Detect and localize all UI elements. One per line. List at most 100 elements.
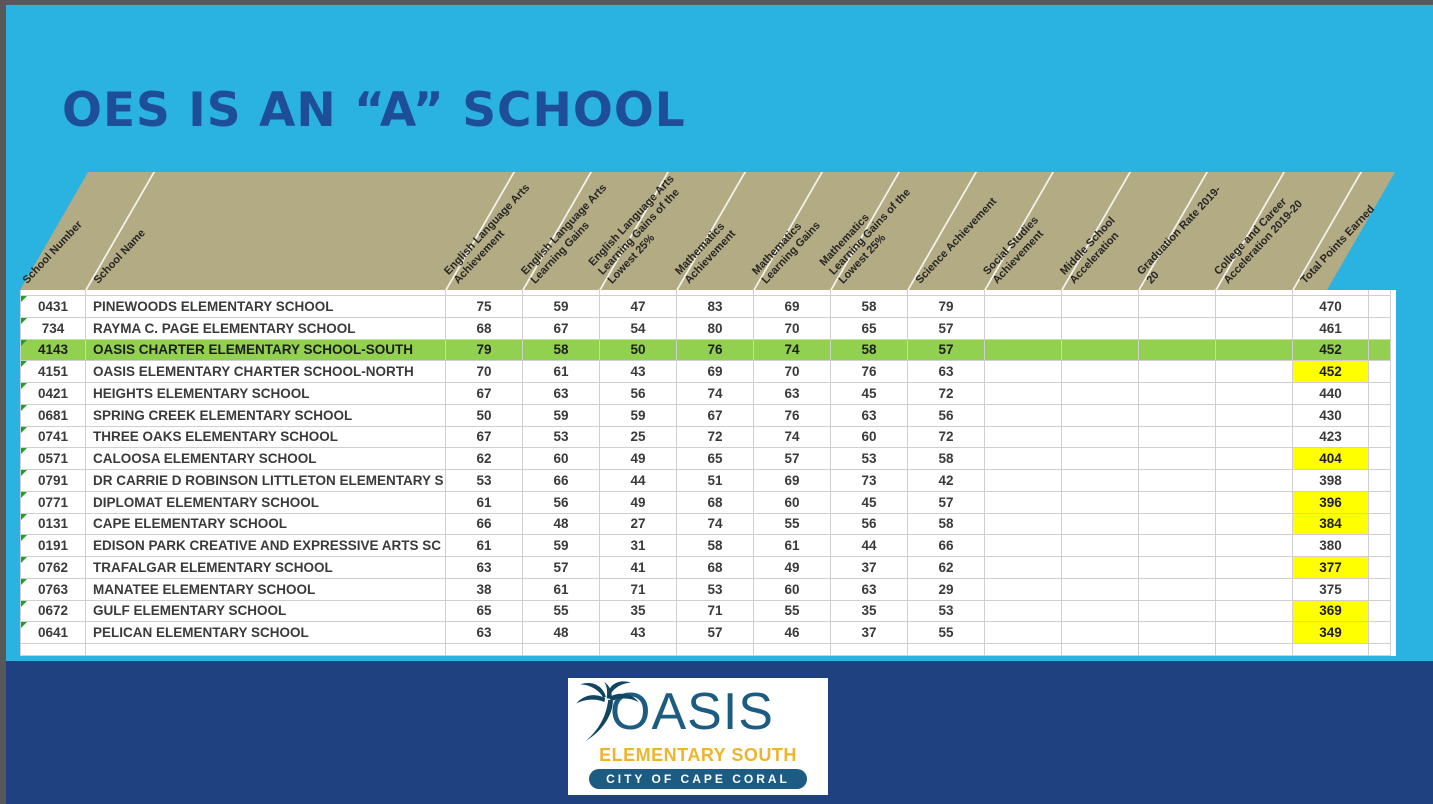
end-cell	[1369, 361, 1391, 383]
empty-cell	[677, 290, 754, 296]
empty-cell	[908, 644, 985, 656]
school-number-cell: 4151	[21, 361, 86, 383]
score-cell-math-learning-gains: 61	[754, 535, 831, 557]
score-cell-college-career-accel	[1216, 600, 1293, 623]
table-header-band	[20, 172, 1396, 290]
total-points-cell: 398	[1293, 470, 1369, 492]
score-cell-social-studies	[985, 361, 1062, 383]
score-cell-math-achievement: 72	[677, 426, 754, 449]
score-cell-social-studies	[985, 470, 1062, 492]
empty-cell	[21, 644, 86, 656]
score-cell-ela-learning-gains: 55	[523, 600, 600, 623]
score-cell-math-learning-gains: 60	[754, 491, 831, 514]
header-column-separator	[445, 172, 516, 290]
page-title: OES is an “A” School	[62, 83, 686, 138]
table-row-4143: 4143 OASIS CHARTER ELEMENTARY SCHOOL-SOUT…	[20, 339, 1396, 362]
school-name-cell: DR CARRIE D ROBINSON LITTLETON ELEMENTAR…	[86, 470, 446, 492]
score-cell-math-achievement: 74	[677, 513, 754, 536]
score-cell-graduation-rate	[1139, 622, 1216, 644]
score-cell-social-studies	[985, 491, 1062, 514]
school-name-cell: PELICAN ELEMENTARY SCHOOL	[86, 622, 446, 644]
school-number-cell: 0672	[21, 600, 86, 623]
school-number-cell: 0762	[21, 557, 86, 579]
empty-cell	[754, 644, 831, 656]
score-cell-math-gains-lowest-25: 44	[831, 535, 908, 557]
table-row-0681: 0681 SPRING CREEK ELEMENTARY SCHOOL 50 59 59…	[20, 404, 1396, 427]
school-name-cell: PINEWOODS ELEMENTARY SCHOOL	[86, 296, 446, 318]
score-cell-math-achievement: 67	[677, 404, 754, 427]
score-cell-graduation-rate	[1139, 296, 1216, 318]
logo-name-text: OASIS	[610, 683, 774, 741]
school-number-cell: 0421	[21, 383, 86, 405]
empty-cell	[1216, 644, 1293, 656]
score-cell-math-learning-gains: 70	[754, 361, 831, 383]
score-cell-social-studies	[985, 339, 1062, 362]
score-cell-ela-gains-lowest-25: 47	[600, 296, 677, 318]
score-cell-ela-achievement: 62	[446, 448, 523, 470]
score-cell-math-gains-lowest-25: 35	[831, 600, 908, 623]
score-cell-college-career-accel	[1216, 513, 1293, 536]
school-name-cell: CAPE ELEMENTARY SCHOOL	[86, 513, 446, 536]
score-cell-ela-gains-lowest-25: 59	[600, 404, 677, 427]
school-name-cell: RAYMA C. PAGE ELEMENTARY SCHOOL	[86, 317, 446, 340]
header-column-separator	[1138, 172, 1209, 290]
empty-cell	[1062, 290, 1139, 296]
table-body: 0431 PINEWOODS ELEMENTARY SCHOOL 75 59 47 83 6…	[20, 290, 1396, 656]
header-column-separator	[676, 172, 747, 290]
school-name-cell: TRAFALGAR ELEMENTARY SCHOOL	[86, 557, 446, 579]
score-cell-ela-achievement: 79	[446, 339, 523, 362]
school-name-cell: EDISON PARK CREATIVE AND EXPRESSIVE ARTS…	[86, 535, 446, 557]
score-cell-ela-gains-lowest-25: 41	[600, 557, 677, 579]
score-cell-middle-school-accel	[1062, 491, 1139, 514]
score-cell-graduation-rate	[1139, 600, 1216, 623]
empty-cell	[831, 644, 908, 656]
score-cell-college-career-accel	[1216, 404, 1293, 427]
score-cell-math-learning-gains: 55	[754, 600, 831, 623]
score-cell-graduation-rate	[1139, 339, 1216, 362]
score-cell-middle-school-accel	[1062, 448, 1139, 470]
score-cell-math-learning-gains: 70	[754, 317, 831, 340]
total-points-cell: 430	[1293, 404, 1369, 427]
score-cell-college-career-accel	[1216, 535, 1293, 557]
score-cell-ela-gains-lowest-25: 31	[600, 535, 677, 557]
score-cell-math-learning-gains: 63	[754, 383, 831, 405]
school-number-cell: 0571	[21, 448, 86, 470]
score-cell-middle-school-accel	[1062, 426, 1139, 449]
table-row-4151: 4151 OASIS ELEMENTARY CHARTER SCHOOL-NORT…	[20, 361, 1396, 383]
table-row-0741: 0741 THREE OAKS ELEMENTARY SCHOOL 67 53 25 72…	[20, 426, 1396, 449]
table-row-0791: 0791 DR CARRIE D ROBINSON LITTLETON ELEME…	[20, 470, 1396, 492]
score-cell-college-career-accel	[1216, 317, 1293, 340]
score-cell-social-studies	[985, 578, 1062, 601]
score-cell-ela-achievement: 63	[446, 622, 523, 644]
score-cell-science-achievement: 66	[908, 535, 985, 557]
total-points-cell: 380	[1293, 535, 1369, 557]
header-column-separator	[1292, 172, 1363, 290]
score-cell-math-achievement: 71	[677, 600, 754, 623]
empty-cell	[523, 290, 600, 296]
score-cell-ela-learning-gains: 66	[523, 470, 600, 492]
school-number-cell: 0191	[21, 535, 86, 557]
score-cell-graduation-rate	[1139, 317, 1216, 340]
end-cell	[1369, 600, 1391, 623]
score-cell-middle-school-accel	[1062, 404, 1139, 427]
school-number-cell: 734	[21, 317, 86, 340]
score-cell-science-achievement: 79	[908, 296, 985, 318]
palm-tree-icon	[576, 681, 639, 741]
score-cell-math-achievement: 74	[677, 383, 754, 405]
score-cell-middle-school-accel	[1062, 470, 1139, 492]
score-cell-math-achievement: 53	[677, 578, 754, 601]
score-cell-math-learning-gains: 57	[754, 448, 831, 470]
score-cell-ela-achievement: 67	[446, 426, 523, 449]
score-cell-math-gains-lowest-25: 45	[831, 383, 908, 405]
school-number-cell: 0641	[21, 622, 86, 644]
score-cell-math-learning-gains: 49	[754, 557, 831, 579]
score-cell-college-career-accel	[1216, 622, 1293, 644]
score-cell-middle-school-accel	[1062, 578, 1139, 601]
score-cell-math-learning-gains: 76	[754, 404, 831, 427]
score-cell-ela-gains-lowest-25: 49	[600, 448, 677, 470]
school-name-cell: OASIS ELEMENTARY CHARTER SCHOOL-NORTH	[86, 361, 446, 383]
score-cell-middle-school-accel	[1062, 622, 1139, 644]
score-cell-ela-learning-gains: 61	[523, 361, 600, 383]
score-cell-science-achievement: 56	[908, 404, 985, 427]
empty-cell	[908, 290, 985, 296]
